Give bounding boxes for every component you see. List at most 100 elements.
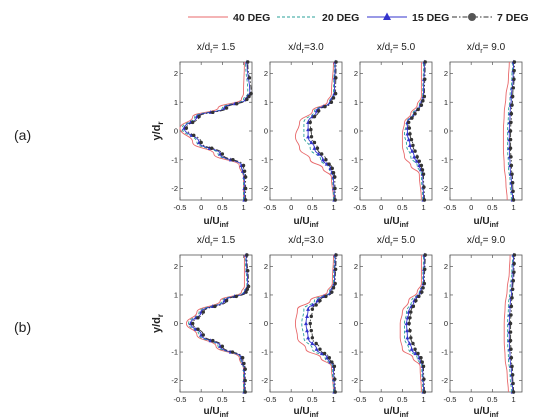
x-axis-label-main: u/U	[384, 406, 400, 417]
series-point-7-deg	[243, 378, 247, 383]
series-point-7-deg	[415, 155, 419, 159]
x-tick-label: 0.5	[397, 203, 407, 212]
panel-title: x/dr= 1.5	[197, 235, 236, 248]
series-point-7-deg	[413, 112, 417, 116]
series-line-7-deg	[192, 254, 250, 392]
series-point-15-deg	[407, 341, 412, 346]
series-point-7-deg	[322, 351, 327, 356]
y-tick-label: -2	[171, 376, 178, 385]
series-point-7-deg	[333, 281, 337, 286]
x-tick-label: 1	[421, 203, 425, 212]
y-tick-label: -2	[171, 184, 178, 193]
series-point-7-deg	[408, 132, 412, 136]
series-point-7-deg	[509, 356, 514, 360]
series-point-7-deg	[323, 104, 327, 109]
series-point-7-deg	[509, 112, 514, 116]
x-tick-label: -0.5	[354, 395, 367, 404]
panel-title-value: =3.0	[304, 42, 324, 53]
panel-b-2: -0.5 0 0.5 1 -2 -1 0 1 2 x/dr=3.0 u/Uinf	[261, 235, 343, 419]
series-point-7-deg	[409, 137, 414, 142]
series-point-7-deg	[511, 189, 515, 194]
x-axis-label: u/Uinf	[294, 406, 319, 419]
series-line-20-deg	[404, 61, 424, 201]
series-point-7-deg	[512, 77, 516, 81]
series-point-7-deg	[510, 94, 515, 99]
series-point-7-deg	[196, 327, 200, 331]
series-point-7-deg	[413, 149, 417, 153]
series-point-15-deg	[305, 314, 310, 318]
y-tick-label: -2	[351, 184, 358, 193]
x-axis-label-main: u/U	[294, 406, 310, 417]
series-point-7-deg	[416, 107, 420, 112]
panel-a-1: -0.5 0 0.5 1 -2 -1 0 1 2 x/dr= 1.5 u/Uinf	[171, 42, 253, 229]
series-point-7-deg	[421, 286, 425, 290]
y-tick-label: -1	[261, 155, 268, 164]
x-tick-label: -0.5	[264, 395, 277, 404]
series-line-7-deg	[510, 61, 515, 201]
series-point-7-deg	[411, 143, 415, 148]
series-point-15-deg	[304, 321, 308, 326]
series-point-7-deg	[512, 270, 516, 274]
series-point-7-deg	[512, 60, 517, 64]
legend-label: 40 DEG	[233, 12, 270, 24]
series-point-7-deg	[211, 110, 215, 115]
panel-title-value: = 1.5	[213, 235, 236, 246]
series-point-7-deg	[211, 338, 215, 343]
series-point-7-deg	[508, 146, 513, 150]
series-point-7-deg	[333, 175, 337, 179]
x-tick-label: -0.5	[174, 395, 187, 404]
series-point-7-deg	[511, 198, 516, 202]
x-axis-label: u/Uinf	[294, 216, 319, 229]
series-point-7-deg	[509, 313, 513, 317]
series-point-7-deg	[510, 373, 515, 377]
series-line-20-deg	[507, 254, 514, 393]
series-point-7-deg	[416, 351, 420, 356]
series-point-7-deg	[508, 137, 513, 142]
series-point-7-deg	[220, 152, 225, 156]
legend: 40 DEG 20 DEG 15 DEG 7 DEG	[188, 12, 529, 24]
series-line-40-deg	[399, 255, 422, 393]
series-line-20-deg	[404, 254, 424, 393]
panel-b-1: -0.5 0 0.5 1 -2 -1 0 1 2 x/dr= 1.5 u/Uinf	[171, 235, 253, 419]
series-point-7-deg	[409, 336, 413, 340]
series-point-7-deg	[417, 294, 421, 299]
series-point-7-deg	[414, 298, 418, 303]
x-tick-label: 0	[469, 203, 473, 212]
series-point-7-deg	[333, 91, 338, 96]
series-point-15-deg	[316, 151, 321, 156]
series-point-7-deg	[309, 135, 314, 139]
y-tick-label: 1	[444, 290, 448, 299]
x-axis-label: u/Uinf	[204, 406, 229, 419]
series-point-7-deg	[410, 116, 414, 120]
y-tick-label: 2	[264, 262, 268, 271]
x-tick-label: 1	[511, 203, 515, 212]
series-line-20-deg	[181, 61, 249, 201]
y-tick-label: 2	[444, 69, 448, 78]
series-point-7-deg	[199, 140, 203, 145]
series-point-7-deg	[197, 114, 201, 119]
y-tick-label: 0	[354, 319, 358, 328]
x-tick-label: 0	[289, 395, 293, 404]
series-point-7-deg	[244, 290, 248, 294]
series-point-15-deg	[314, 346, 319, 351]
series-point-7-deg	[510, 287, 515, 291]
y-tick-label: -2	[441, 376, 448, 385]
series-point-7-deg	[423, 60, 427, 64]
series-point-7-deg	[331, 96, 336, 100]
series-point-7-deg	[247, 76, 252, 80]
series-point-7-deg	[243, 175, 248, 179]
panel-title: x/dr= 5.0	[377, 42, 416, 55]
series-line-20-deg	[303, 61, 335, 201]
y-axis-label-main: y/d	[151, 125, 163, 141]
x-axis-label-sub: inf	[400, 220, 409, 229]
series-point-7-deg	[191, 321, 195, 326]
panel-title-main: x/d	[377, 42, 390, 53]
series-point-7-deg	[510, 296, 514, 300]
x-axis-label-sub: inf	[220, 220, 229, 229]
series-point-7-deg	[510, 103, 514, 107]
y-tick-label: 2	[174, 69, 178, 78]
series-point-7-deg	[308, 321, 312, 326]
x-tick-label: 1	[331, 203, 335, 212]
